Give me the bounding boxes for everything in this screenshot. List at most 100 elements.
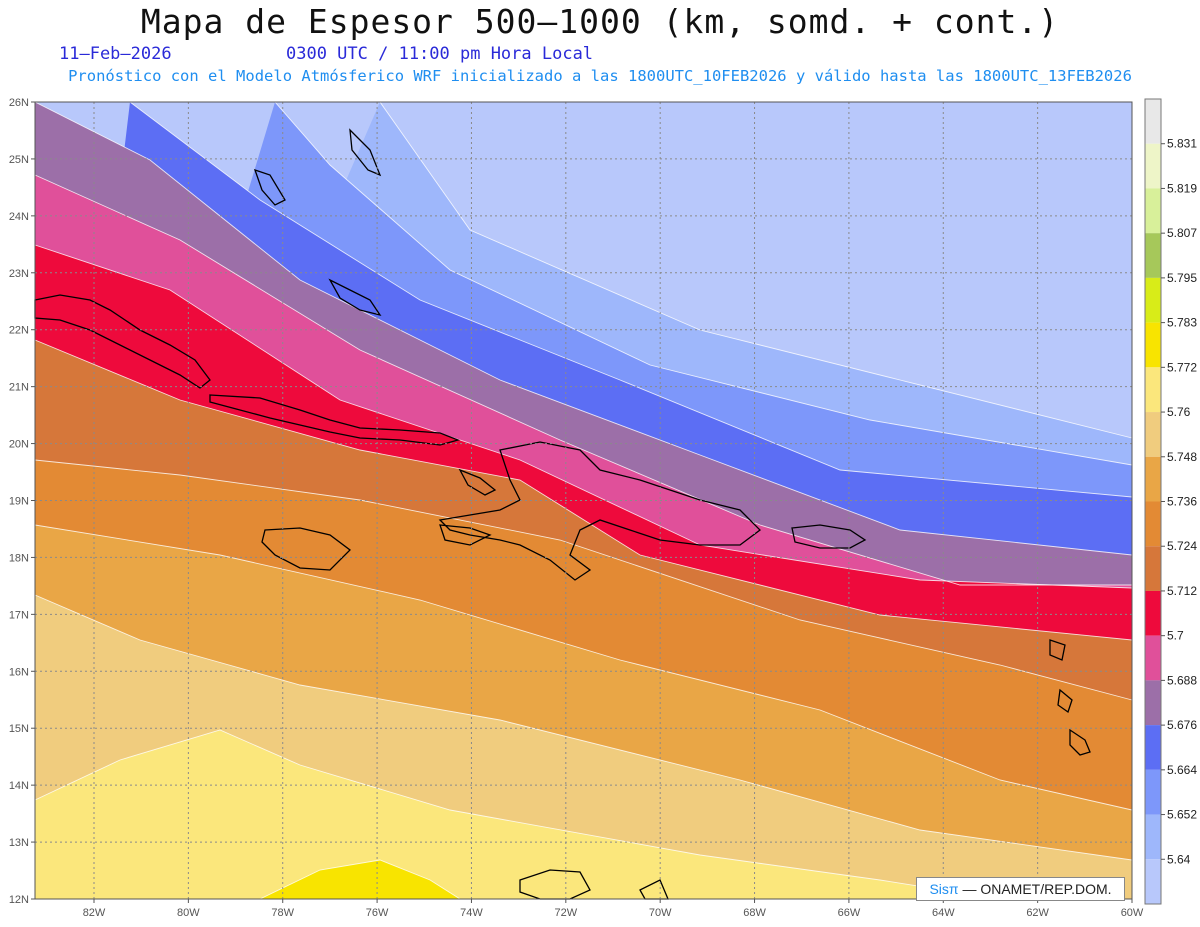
colorbar-label: 5.64 — [1167, 852, 1191, 866]
lat-label: 19N — [9, 496, 29, 508]
coastline — [328, 278, 382, 317]
coastline — [349, 128, 382, 177]
colorbar-swatch — [1145, 546, 1161, 591]
colorbar-label: 5.748 — [1167, 450, 1197, 464]
contour-line — [34, 524, 1133, 811]
coastlines — [34, 128, 1091, 900]
colorbar-swatch — [1145, 99, 1161, 144]
colorbar-swatch — [1145, 725, 1161, 770]
date-label: 11—Feb—2026 — [59, 44, 172, 64]
colorbar-label: 5.676 — [1167, 718, 1197, 732]
lat-label: 16N — [9, 666, 29, 678]
lat-label: 26N — [9, 97, 29, 109]
contour-line — [34, 174, 1132, 586]
lon-label: 70W — [649, 907, 672, 919]
colorbar-label: 5.831 — [1167, 137, 1197, 151]
latitude-labels: 26N 25N 24N 23N 22N 21N 20N 19N 18N 17N 16N 15N 14N 1… — [9, 97, 35, 906]
colorbar-swatch — [1145, 367, 1161, 413]
lat-label: 20N — [9, 439, 29, 451]
lat-label: 13N — [9, 837, 29, 849]
colorbar-label: 5.807 — [1167, 226, 1197, 240]
map-title: Mapa de Espesor 500—1000 (km, somd. + co… — [140, 2, 1060, 41]
lat-label: 25N — [9, 154, 29, 166]
coastline — [34, 294, 211, 389]
colorbar-label: 5.688 — [1167, 673, 1197, 687]
coastline — [438, 441, 761, 581]
lon-label: 76W — [366, 907, 389, 919]
colorbar-label: 5.736 — [1167, 495, 1197, 509]
forecast-description: Pronóstico con el Modelo Atmósferico WRF… — [68, 67, 1132, 85]
longitude-labels: 82W 80W 78W 76W 74W 72W 70W 68W 66W 64W 62W 60W — [83, 899, 1144, 919]
lon-label: 80W — [177, 907, 200, 919]
contour-line — [34, 101, 1133, 556]
colorbar-label: 5.772 — [1167, 360, 1197, 374]
lon-label: 64W — [932, 907, 955, 919]
contour-line — [34, 244, 1133, 589]
lon-label: 82W — [83, 907, 106, 919]
lon-label: 62W — [1026, 907, 1049, 919]
contour-line — [34, 459, 1133, 701]
lat-label: 18N — [9, 552, 29, 564]
lon-label: 78W — [271, 907, 294, 919]
lat-label: 15N — [9, 723, 29, 735]
colorbar-swatch — [1145, 322, 1161, 368]
lon-label: 74W — [460, 907, 483, 919]
colorbar-swatch — [1145, 456, 1161, 502]
contour-line — [34, 594, 1133, 861]
contour-line — [34, 339, 1133, 641]
lat-label: 12N — [9, 894, 29, 906]
colorbar-swatch — [1145, 501, 1161, 547]
contour-line — [129, 101, 1133, 498]
lat-label: 24N — [9, 211, 29, 223]
coastline — [1069, 728, 1091, 756]
onamet-label: — ONAMET/REP.DOM. — [962, 881, 1112, 897]
lat-label: 22N — [9, 325, 29, 337]
colorbar-label: 5.819 — [1167, 181, 1197, 195]
lon-label: 72W — [555, 907, 578, 919]
contour-line — [259, 859, 461, 900]
colorbar-swatch — [1145, 814, 1161, 860]
coastline — [519, 869, 591, 900]
coastline — [209, 394, 461, 446]
colorbar-label: 5.724 — [1167, 539, 1197, 553]
colorbar-label: 5.795 — [1167, 271, 1197, 285]
lon-label: 68W — [743, 907, 766, 919]
band-11 — [35, 730, 1132, 899]
colorbar-label: 5.664 — [1167, 763, 1197, 777]
colorbar-swatch — [1145, 143, 1161, 189]
sispi-logo: Sisπ — [929, 881, 959, 897]
colorbar-label: 5.652 — [1167, 808, 1197, 822]
coastline — [439, 524, 492, 546]
colorbar-label: 5.783 — [1167, 316, 1197, 330]
thickness-bands — [35, 102, 1132, 899]
colorbar-label: 5.76 — [1167, 405, 1191, 419]
colorbar-swatch — [1145, 188, 1161, 234]
lon-label: 60W — [1121, 907, 1144, 919]
lat-label: 17N — [9, 609, 29, 621]
coastline — [458, 468, 497, 496]
coastline — [261, 527, 351, 571]
colorbar-swatch — [1145, 233, 1161, 278]
colorbar-swatch — [1145, 635, 1161, 681]
contour-line — [34, 729, 1001, 900]
colorbar-swatch — [1145, 769, 1161, 815]
lat-label: 23N — [9, 268, 29, 280]
coastline — [1049, 639, 1066, 661]
valid-time-label: 0300 UTC / 11:00 pm Hora Local — [286, 44, 594, 64]
band-12 — [260, 860, 460, 899]
lat-label: 14N — [9, 780, 29, 792]
colorbar-swatch — [1145, 859, 1161, 904]
colorbar-label: 5.712 — [1167, 584, 1197, 598]
coastline — [253, 168, 286, 206]
lon-label: 66W — [838, 907, 861, 919]
lat-label: 21N — [9, 382, 29, 394]
colorbar-label: 5.7 — [1167, 629, 1184, 643]
coastline — [791, 524, 867, 549]
contour-lines — [34, 101, 1133, 900]
contour-line — [274, 101, 1133, 466]
colorbar-swatch — [1145, 412, 1161, 457]
colorbar-swatch — [1145, 590, 1161, 636]
colorbar: 5.831 5.819 5.807 5.795 5.783 5.772 5.76 5.748 5… — [1144, 98, 1197, 905]
colorbar-swatch — [1145, 680, 1161, 726]
